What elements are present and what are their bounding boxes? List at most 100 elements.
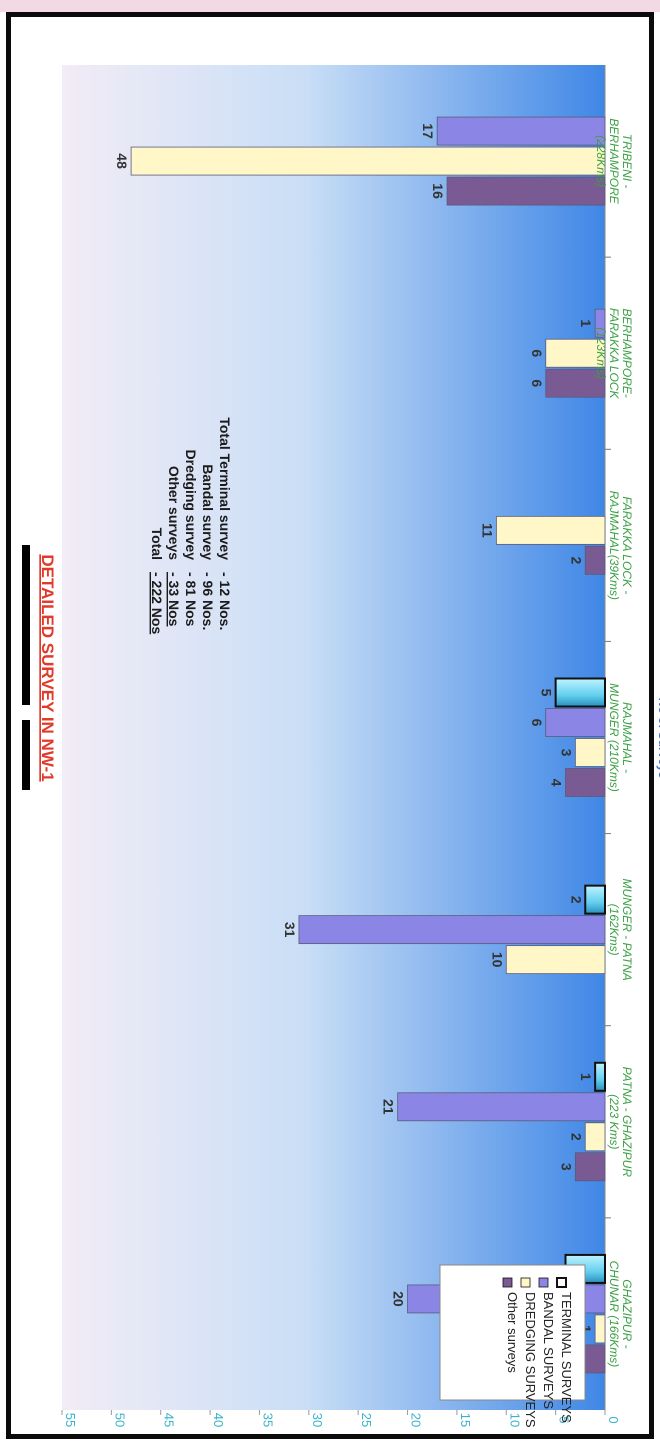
bar-bandal-surveys (397, 1092, 606, 1122)
data-label: 2 (568, 896, 584, 904)
data-label: 21 (381, 1099, 397, 1115)
title-bar-mark (22, 720, 30, 790)
category-label-line: FARAKKA LOCK (607, 308, 621, 400)
summary-total-value: - 222 Nos (149, 572, 165, 634)
plot-area-background (62, 65, 605, 1410)
bar-bandal-surveys (436, 116, 606, 146)
category-label: BERHAMPORE-FARAKKA LOCK(123Kms) (594, 308, 634, 400)
data-label: 17 (420, 123, 436, 139)
bar-other-surveys (574, 1152, 606, 1182)
bar-terminal-surveys (594, 1061, 606, 1092)
bar-other-surveys (446, 176, 606, 206)
y-tick-label: 40 (211, 1413, 226, 1427)
summary-value: - 96 Nos. (200, 572, 216, 630)
chart-title: DETAILED SURVEY IN NW-1 (38, 554, 57, 781)
legend-swatch (520, 1277, 531, 1288)
data-label: 1 (578, 1073, 594, 1081)
category-label-line: MUNGER (210Kms) (607, 683, 621, 792)
category-label: GHAZIPUR -CHUNAR (166Kms) (607, 1261, 634, 1368)
y-tick-label: 55 (63, 1413, 78, 1427)
data-label: 2 (568, 1133, 584, 1141)
bar-bandal-surveys (298, 915, 606, 945)
data-label: 20 (391, 1291, 407, 1307)
legend-box (439, 1264, 586, 1401)
summary-value: - 33 Nos (166, 572, 182, 627)
summary-total-label: Total (149, 528, 165, 560)
y-tick-label: 5 (557, 1416, 572, 1423)
bar-other-surveys (584, 1344, 606, 1374)
legend-label: BANDAL SURVEYS (541, 1292, 556, 1409)
category-label: FARAKKA LOCK -RAJMAHAL(39Kms) (607, 491, 634, 600)
category-label-line: MUNGER - PATNA (620, 879, 634, 981)
y-tick-label: 25 (359, 1413, 374, 1427)
title-bar-mark (22, 545, 30, 705)
category-label-line: BERHAMPORE- (620, 309, 634, 398)
legend-swatch (538, 1277, 549, 1288)
category-label-line: RAJMAHAL - (620, 702, 634, 773)
data-label: 3 (558, 1163, 574, 1171)
y-tick-label: 15 (458, 1413, 473, 1427)
bar-other-surveys (545, 368, 606, 398)
bar-terminal-surveys (554, 677, 606, 708)
summary-label: Total Terminal survey (217, 417, 233, 560)
summary-label: Other surveys (166, 466, 182, 560)
y-tick-label: 20 (409, 1413, 424, 1427)
bar-dredging-surveys (594, 1314, 606, 1344)
data-label: 6 (529, 379, 545, 387)
bar-dredging-surveys (130, 146, 606, 176)
category-label-line: (228Kms) (594, 135, 608, 187)
legend-label: DREDGING SURVEYS (523, 1292, 538, 1428)
top-band (0, 0, 660, 12)
category-label-line: CHUNAR (166Kms) (607, 1261, 621, 1368)
bar-dredging-surveys (495, 515, 606, 545)
y-tick-label: 35 (260, 1413, 275, 1427)
data-label: 31 (282, 922, 298, 938)
y-tick-label: 45 (162, 1413, 177, 1427)
data-label: 48 (114, 153, 130, 169)
category-label-line: (123Kms) (594, 327, 608, 379)
summary-box: Total Terminal survey - 12 Nos.Bandal sur… (149, 417, 233, 634)
bar-dredging-surveys (505, 945, 606, 975)
category-label-line: (223 Kms) (607, 1094, 621, 1149)
category-label: TRIBENI -BERHAMPORE(228Kms) (594, 118, 634, 204)
data-label: 1 (578, 319, 594, 327)
data-label: 11 (479, 523, 495, 538)
y-tick-label: 30 (310, 1413, 325, 1427)
category-labels: TRIBENI -BERHAMPORE(228Kms)BERHAMPORE-FA… (594, 118, 634, 1367)
bar-dredging-surveys (584, 1122, 606, 1152)
data-label: 6 (529, 349, 545, 357)
category-label: MUNGER - PATNA(162Kms) (607, 879, 634, 981)
category-label-line: (162Kms) (607, 904, 621, 956)
category-label: PATNA - GHAZIPUR(223 Kms) (607, 1067, 634, 1178)
category-label: RAJMAHAL -MUNGER (210Kms) (607, 683, 634, 792)
bar-dredging-surveys (545, 338, 606, 368)
y-axis-label: No of Surveys (656, 698, 660, 779)
category-label-line: PATNA - GHAZIPUR (620, 1067, 634, 1178)
data-label: 4 (549, 779, 565, 787)
summary-value: - 81 Nos (183, 572, 199, 627)
summary-value: - 12 Nos. (217, 572, 233, 630)
legend-label: Other surveys (505, 1292, 520, 1373)
category-label-line: FARAKKA LOCK - (620, 496, 634, 594)
y-tick-label: 50 (112, 1413, 127, 1427)
bar-bandal-surveys (594, 308, 606, 338)
data-label: 1 (578, 1325, 594, 1333)
summary-label: Bandal survey (200, 464, 216, 560)
title-area: DETAILED SURVEY IN NW-1 (22, 545, 57, 790)
bar-other-surveys (584, 545, 606, 575)
category-label-line: BERHAMPORE (607, 118, 621, 204)
legend-label: TERMINAL SURVEYS (559, 1292, 574, 1423)
summary-label: Dredging survey (183, 450, 199, 561)
data-label: 3 (558, 749, 574, 757)
bar-other-surveys (565, 768, 606, 797)
category-label-line: RAJMAHAL(39Kms) (607, 491, 621, 600)
y-tick-label: 0 (606, 1416, 621, 1423)
bar-terminal-surveys (584, 884, 606, 915)
category-label-line: GHAZIPUR - (620, 1279, 634, 1348)
bar-dredging-surveys (574, 738, 606, 767)
legend-swatch (556, 1277, 567, 1288)
bar-bandal-surveys (545, 708, 606, 737)
data-label: 5 (539, 689, 555, 697)
